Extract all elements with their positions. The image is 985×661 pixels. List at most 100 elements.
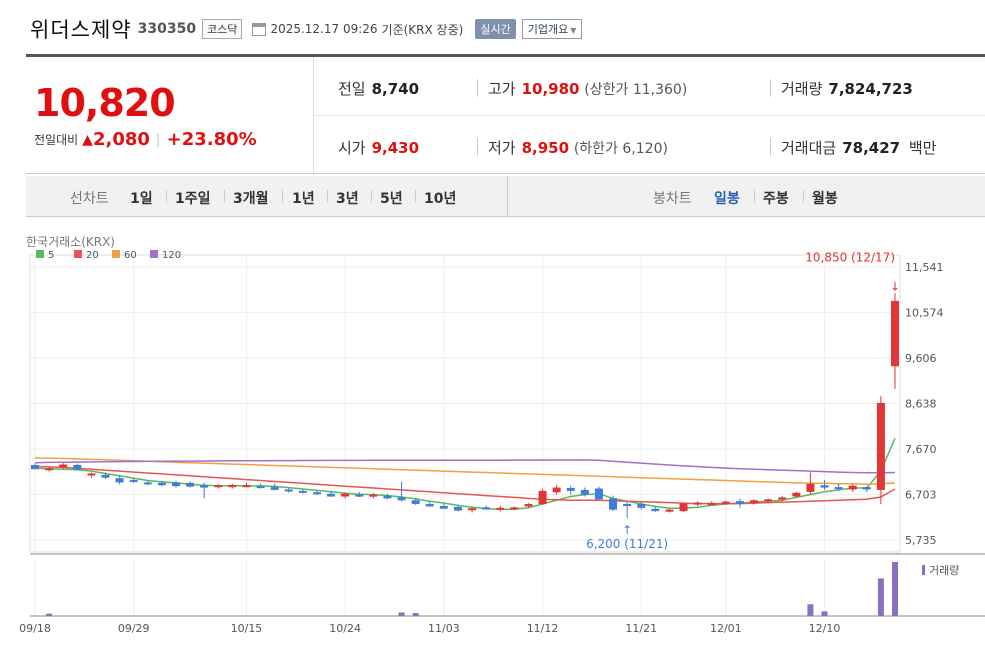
tab-1d[interactable]: 1일 — [130, 191, 153, 207]
amount-label: 거래대금 — [781, 139, 837, 157]
quote-basis: 기준(KRX 장중) — [381, 22, 464, 37]
x-tick-label: 11/21 — [625, 622, 657, 635]
legend-swatch — [74, 250, 82, 258]
tab-monthly[interactable]: 월봉 — [812, 191, 838, 207]
volume-bar — [398, 612, 405, 616]
divider — [166, 190, 167, 203]
divider — [770, 79, 771, 97]
volume-bar — [877, 578, 884, 616]
current-price: 10,820 — [34, 81, 176, 125]
x-tick-label: 11/03 — [428, 622, 460, 635]
legend-swatch — [36, 250, 44, 258]
candle — [862, 487, 871, 490]
y-tick-label: 10,574 — [905, 306, 944, 319]
candle — [453, 506, 462, 511]
quote-datetime: 2025.12.17 09:26 — [270, 22, 378, 36]
candle — [129, 480, 138, 483]
candle — [31, 465, 39, 470]
candle — [200, 485, 209, 488]
tab-weekly[interactable]: 주봉 — [763, 191, 789, 207]
tab-3m[interactable]: 3개월 — [233, 191, 269, 207]
candle — [792, 492, 801, 497]
legend-swatch — [150, 250, 158, 258]
candle — [510, 507, 519, 510]
candle — [566, 488, 575, 491]
chart-tabbar: 선차트 1일 1주일 3개월 1년 3년 5년 10년 봉차트 일봉 주봉 월봉 — [26, 176, 985, 217]
chevron-down-icon: ▼ — [570, 26, 577, 35]
divider — [477, 79, 478, 97]
candle — [735, 501, 744, 505]
candle — [876, 402, 885, 490]
candle — [538, 490, 547, 505]
candle — [228, 485, 237, 488]
price-summary: 10,820 전일대비 ▲ 2,080 | +23.80% 전일 8,740 시가… — [26, 54, 985, 174]
x-tick-label: 10/15 — [231, 622, 263, 635]
candle — [242, 485, 251, 488]
volume-bar — [807, 604, 814, 616]
divider — [477, 138, 478, 156]
company-overview-label: 기업개요 — [527, 23, 569, 36]
tab-3y[interactable]: 3년 — [336, 191, 359, 207]
candle — [214, 485, 223, 488]
candle — [693, 502, 702, 505]
candle — [468, 508, 477, 511]
candle — [524, 504, 533, 507]
realtime-badge[interactable]: 실시간 — [475, 19, 516, 39]
volume-bar — [821, 611, 828, 616]
min-price-label: 6,200 (11/21) — [586, 537, 668, 551]
stock-code: 330350 — [137, 21, 197, 37]
candle — [59, 464, 68, 468]
tab-1w[interactable]: 1주일 — [175, 191, 211, 207]
ma-line-20 — [34, 465, 896, 505]
tab-5y[interactable]: 5년 — [380, 191, 403, 207]
candle — [186, 482, 195, 487]
candle — [369, 494, 378, 497]
volume-value: 7,824,723 — [828, 80, 913, 98]
high-cell: 고가 10,980 (상한가 11,360) — [488, 78, 687, 99]
candle — [171, 482, 180, 487]
candle — [609, 498, 618, 510]
candle — [327, 493, 336, 497]
ma-line-120 — [34, 459, 896, 474]
divider — [371, 190, 372, 203]
company-overview-button[interactable]: 기업개요 ▼ — [521, 19, 583, 39]
tab-10y[interactable]: 10년 — [424, 191, 457, 207]
candle — [73, 465, 82, 470]
candle — [482, 507, 491, 510]
legend-label: 5 — [48, 250, 54, 261]
change-label: 전일대비 — [34, 133, 79, 147]
x-tick-label: 09/29 — [118, 622, 150, 635]
max-arrow-icon: ↓ — [890, 279, 900, 293]
change-rate: +23.80% — [166, 129, 257, 150]
y-tick-label: 8,638 — [905, 398, 937, 411]
amount-value: 78,427 — [842, 139, 901, 157]
change-value: 2,080 — [92, 129, 150, 150]
change-row: 전일대비 ▲ 2,080 | +23.80% — [34, 129, 257, 150]
x-tick-label: 09/18 — [19, 622, 51, 635]
candle — [270, 487, 279, 490]
prev-close-label: 전일 — [338, 80, 366, 98]
up-triangle-icon: ▲ — [82, 131, 93, 148]
x-tick-label: 12/10 — [809, 622, 841, 635]
volume-legend-label: 거래량 — [929, 564, 959, 577]
tab-daily[interactable]: 일봉 — [714, 191, 740, 207]
x-tick-label: 12/01 — [710, 622, 742, 635]
candle — [552, 487, 561, 493]
line-chart-label: 선차트 — [70, 191, 109, 207]
y-tick-label: 7,670 — [905, 443, 937, 456]
tab-1y[interactable]: 1년 — [292, 191, 315, 207]
max-price-label: 10,850 (12/17) — [805, 250, 895, 264]
legend-label: 20 — [86, 250, 99, 261]
volume-legend-swatch — [922, 565, 925, 575]
price-chart[interactable]: 11,541 10,574 9,606 8,638 7,670 6,703 5,735 09/… — [0, 226, 985, 656]
tabbar-divider — [507, 176, 508, 217]
candle — [101, 474, 110, 478]
candle — [157, 482, 166, 486]
volume-bar — [892, 562, 898, 616]
y-tick-label: 11,541 — [905, 261, 944, 274]
candle — [143, 482, 152, 485]
candle — [284, 489, 293, 492]
amount-unit: 백만 — [908, 139, 937, 157]
candle — [764, 499, 773, 502]
high-label: 고가 — [488, 80, 516, 98]
